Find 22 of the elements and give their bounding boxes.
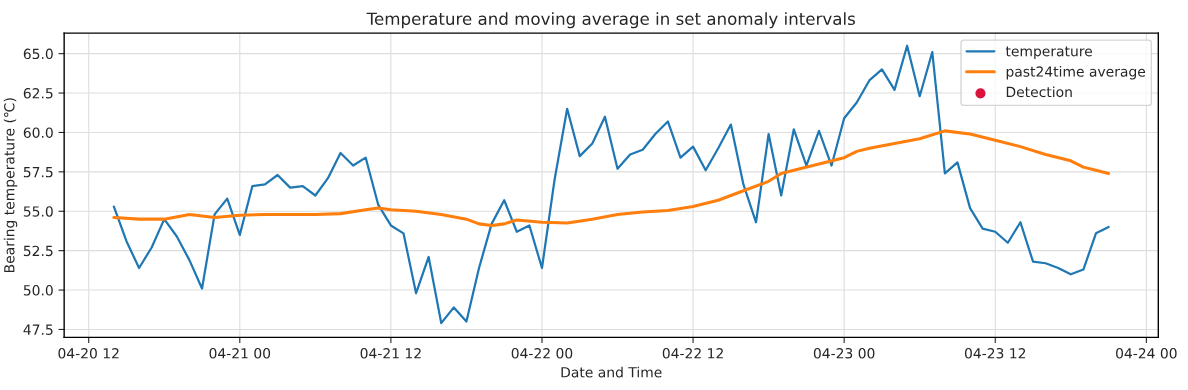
- y-tick-label: 62.5: [23, 88, 53, 99]
- x-tick-label: 04-23 00: [813, 348, 875, 359]
- legend-label: past24time average: [1006, 66, 1146, 80]
- x-tick-label: 04-22 12: [662, 348, 723, 359]
- x-tick-label: 04-23 12: [964, 348, 1026, 359]
- y-tick-label: 52.5: [23, 245, 53, 257]
- y-tick-label: 57.5: [23, 167, 53, 178]
- x-tick-label: 04-24 00: [1116, 348, 1177, 359]
- y-tick-label: 50.0: [23, 285, 53, 296]
- x-axis-title: Date and Time: [561, 366, 662, 378]
- y-tick-label: 65.0: [23, 48, 53, 60]
- x-tick-label: 04-21 00: [209, 348, 271, 359]
- x-tick-label: 04-22 00: [511, 348, 573, 359]
- x-tick-label: 04-20 12: [58, 348, 119, 359]
- y-tick-label: 47.5: [23, 324, 53, 335]
- chart-title: Temperature and moving average in set anomaly intervals: [366, 12, 855, 29]
- x-tick-label: 04-21 12: [360, 348, 421, 359]
- y-tick-label: 55.0: [23, 206, 53, 217]
- y-axis-title: Bearing temperature (℃): [3, 98, 18, 273]
- y-tick-label: 60.0: [23, 127, 53, 138]
- legend-label: temperature: [1005, 46, 1093, 60]
- legend-label: Detection: [1006, 86, 1072, 98]
